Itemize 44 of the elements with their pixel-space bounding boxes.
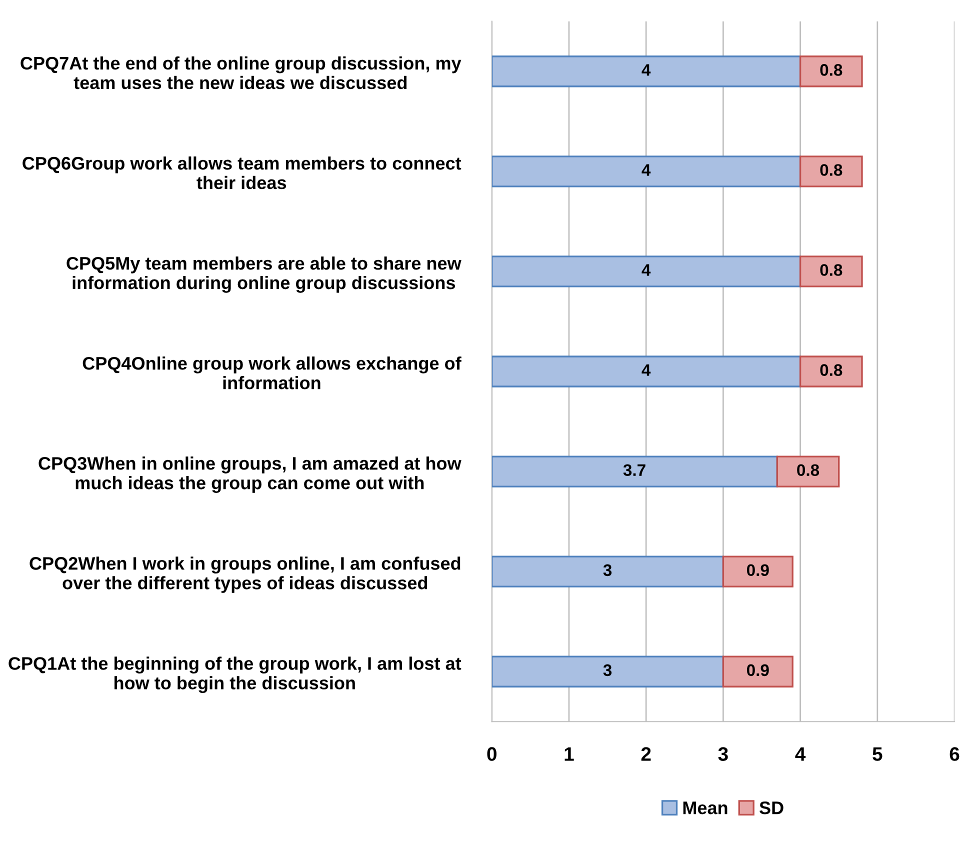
legend-label: Mean — [683, 802, 728, 814]
y-tick-label: CPQ6Group work allows team members to connect their ideas — [22, 156, 462, 190]
data-label: 0.8 — [820, 264, 842, 276]
y-tick-label: CPQ2When I work in groups online, I am confused over the different types of ideas discussed — [30, 556, 460, 593]
data-label: 4 — [642, 264, 651, 276]
bar — [492, 456, 778, 488]
bar — [799, 56, 863, 88]
bar — [492, 556, 724, 588]
data-label: 0.8 — [820, 364, 842, 376]
x-tick-label: 5 — [872, 747, 882, 761]
x-tick-label: 1 — [564, 747, 574, 761]
y-tick-label: CPQ3When in online groups, I am amazed at how much ideas the group can come out with — [38, 456, 462, 493]
data-label: 3 — [603, 664, 612, 676]
x-tick-label: 0 — [487, 747, 496, 761]
data-label: 0.9 — [746, 664, 769, 676]
y-tick-label: CPQ4Online group work allows exchange of information — [82, 356, 462, 390]
bar — [722, 656, 794, 688]
data-label: 4 — [642, 364, 651, 376]
y-tick-label: CPQ7At the end of the online group discussion, my team uses the new ideas we discussed — [20, 56, 462, 90]
data-label: 0.8 — [820, 64, 842, 76]
bar — [492, 356, 802, 388]
bar — [492, 156, 802, 188]
bar — [492, 656, 724, 688]
bar — [776, 456, 840, 488]
bar — [799, 356, 863, 388]
x-tick-label: 3 — [718, 747, 728, 761]
bar — [722, 556, 794, 588]
data-label: 4 — [642, 164, 651, 176]
y-tick-label: CPQ5My team members are able to share new information during online group discussions — [66, 256, 462, 293]
data-label: 0.8 — [797, 464, 820, 476]
data-label: 0.8 — [820, 164, 842, 176]
x-tick-label: 6 — [950, 747, 960, 761]
data-label: 3.7 — [623, 464, 646, 476]
legend-label: SD — [760, 801, 784, 814]
bar — [799, 156, 863, 188]
data-label: 4 — [642, 64, 651, 76]
x-tick-label: 4 — [795, 747, 806, 761]
x-tick-label: 2 — [641, 747, 651, 761]
bar — [799, 256, 863, 288]
data-label: 0.9 — [746, 564, 769, 576]
y-tick-label: CPQ1At the beginning of the group work, I am lost at how to begin the discussion — [8, 656, 462, 694]
data-label: 3 — [603, 564, 612, 576]
bar — [492, 256, 802, 288]
bar — [492, 56, 802, 88]
